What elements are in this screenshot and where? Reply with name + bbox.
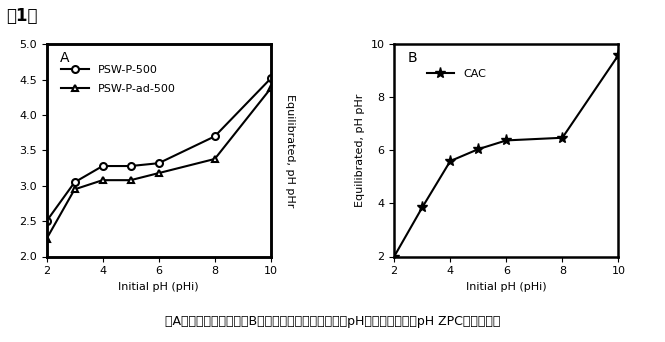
Text: A: A [60,51,70,65]
Legend: CAC: CAC [422,65,491,84]
Text: B: B [408,51,417,65]
Text: （A）产生的活性炭和（B）商业活性炭从平衡和初始pH的交叉点开始的pH ZPC测定曲线。: （A）产生的活性炭和（B）商业活性炭从平衡和初始pH的交叉点开始的pH ZPC测… [165,315,500,328]
CAC [390,254,398,259]
X-axis label: Initial pH (pHi): Initial pH (pHi) [118,282,199,292]
PSW-P-ad-500 [43,237,51,241]
CAC [474,147,482,151]
PSW-P-ad-500 [126,178,134,182]
X-axis label: Initial pH (pHi): Initial pH (pHi) [466,282,547,292]
CAC [418,206,426,210]
PSW-P-500 [126,164,134,168]
PSW-P-500 [98,164,106,168]
CAC [559,136,567,140]
Line: CAC: CAC [388,50,624,262]
Y-axis label: Equilibrated, pH pHr: Equilibrated, pH pHr [285,94,295,207]
Legend: PSW-P-500, PSW-P-ad-500: PSW-P-500, PSW-P-ad-500 [61,65,176,94]
PSW-P-ad-500 [211,157,219,161]
PSW-P-ad-500 [98,178,106,182]
PSW-P-ad-500 [70,187,78,192]
Line: PSW-P-ad-500: PSW-P-ad-500 [43,85,274,242]
PSW-P-ad-500 [155,171,163,175]
Text: 图1。: 图1。 [7,7,38,25]
Line: PSW-P-500: PSW-P-500 [43,75,274,225]
PSW-P-500 [267,76,275,80]
CAC [614,53,622,57]
CAC [502,139,510,143]
CAC [446,159,454,163]
PSW-P-500 [155,161,163,165]
PSW-P-ad-500 [267,86,275,90]
Y-axis label: Equilibrated, pH pHr: Equilibrated, pH pHr [355,94,365,207]
PSW-P-500 [211,134,219,139]
PSW-P-500 [43,219,51,223]
PSW-P-500 [70,180,78,184]
